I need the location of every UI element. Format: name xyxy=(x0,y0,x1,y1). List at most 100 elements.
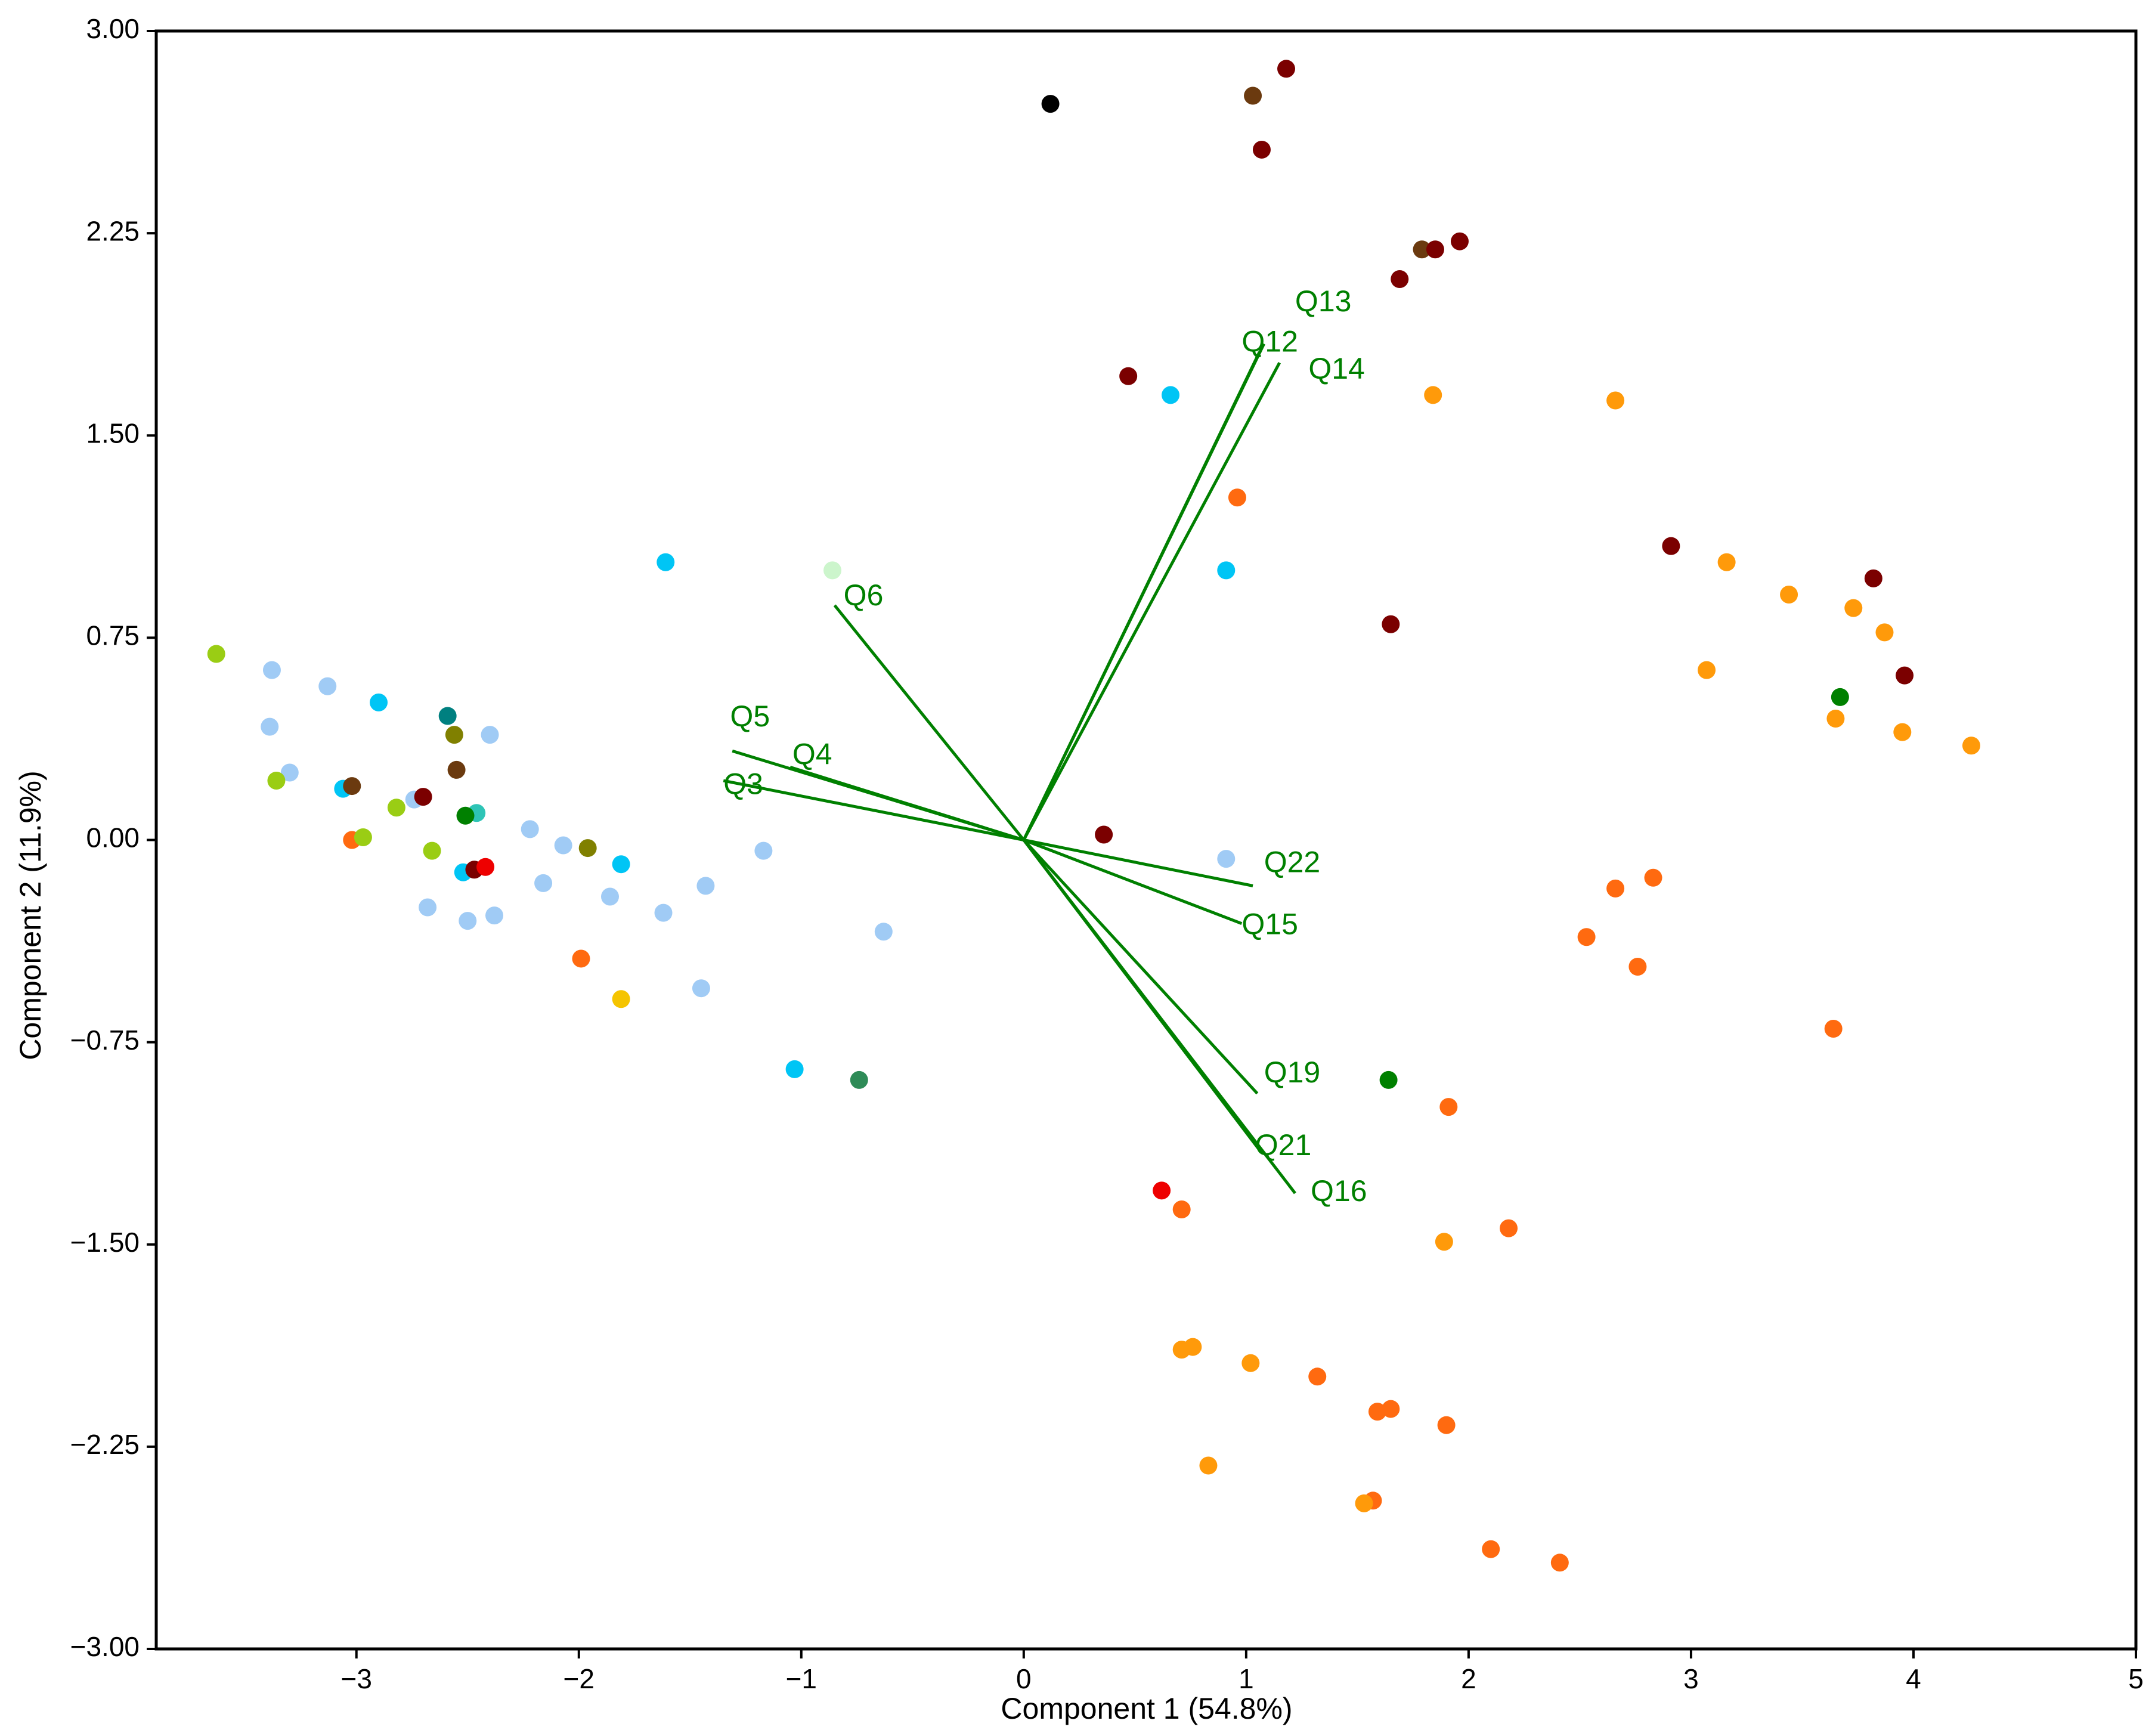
scatter-point xyxy=(1482,1540,1500,1558)
scatter-point xyxy=(554,836,572,855)
y-tick-label: 0.00 xyxy=(86,822,140,853)
scatter-point xyxy=(1644,868,1662,887)
scatter-point xyxy=(1119,367,1138,385)
scatter-point xyxy=(1606,879,1625,898)
x-tick-label: −1 xyxy=(786,1663,817,1694)
scatter-point xyxy=(600,887,619,906)
y-tick-label: −2.25 xyxy=(70,1429,140,1460)
scatter-point xyxy=(1875,623,1894,642)
scatter-point xyxy=(696,877,715,895)
scatter-point xyxy=(534,874,553,892)
y-tick-label: 3.00 xyxy=(86,13,140,44)
scatter-point xyxy=(1308,1367,1327,1386)
loading-vector-q12 xyxy=(1022,351,1261,841)
scatter-point xyxy=(1277,60,1296,78)
y-tick-label: −1.50 xyxy=(70,1227,140,1258)
loading-vector-q4 xyxy=(789,766,1024,841)
scatter-point xyxy=(692,979,710,998)
scatter-point xyxy=(481,726,499,744)
scatter-point xyxy=(823,561,842,580)
x-tick-label: 5 xyxy=(2128,1663,2144,1694)
loading-label-q15: Q15 xyxy=(1241,907,1298,940)
scatter-point xyxy=(1780,586,1798,604)
scatter-point xyxy=(343,777,361,796)
scatter-point xyxy=(447,760,466,779)
scatter-point xyxy=(1184,1338,1202,1356)
scatter-point xyxy=(485,906,504,925)
scatter-point xyxy=(1824,1020,1843,1038)
scatter-point xyxy=(262,661,281,679)
loadings-layer: Q13 Q12 Q14 Q6 Q5 Q4 Q3 Q22 Q15 Q19 Q21 Q16 xyxy=(723,284,1367,1208)
loading-label-q16: Q16 xyxy=(1311,1174,1367,1208)
loading-label-q12: Q12 xyxy=(1241,325,1298,358)
loading-label-q19: Q19 xyxy=(1264,1056,1321,1089)
loading-label-q21: Q21 xyxy=(1255,1128,1312,1162)
scatter-point xyxy=(1368,1403,1386,1421)
scatter-point xyxy=(318,677,337,695)
scatter-point xyxy=(1382,1400,1400,1418)
points-layer xyxy=(207,60,1980,1572)
loading-vector-q14 xyxy=(1022,361,1281,841)
scatter-point xyxy=(1424,386,1442,404)
scatter-point xyxy=(1450,232,1469,250)
y-tick-label: 1.50 xyxy=(86,417,140,448)
loading-vector-q6 xyxy=(833,604,1025,841)
scatter-point xyxy=(1864,569,1882,587)
loading-vector-q3 xyxy=(723,779,1024,841)
scatter-point xyxy=(1095,825,1113,844)
x-tick-label: 0 xyxy=(1016,1663,1032,1694)
y-axis-title: Component 2 (11.9%) xyxy=(14,770,47,1060)
loading-label-q4: Q4 xyxy=(792,738,832,771)
loading-label-q13: Q13 xyxy=(1295,284,1352,318)
loading-vector-q22 xyxy=(1023,838,1253,887)
scatter-point xyxy=(1698,661,1716,679)
loading-vector-q16 xyxy=(1022,838,1296,1195)
scatter-point xyxy=(654,903,673,922)
loading-label-q14: Q14 xyxy=(1308,352,1365,385)
scatter-point xyxy=(1437,1416,1456,1434)
scatter-point xyxy=(354,828,372,846)
scatter-point xyxy=(1162,386,1180,404)
x-tick-label: 4 xyxy=(1906,1663,1921,1694)
scatter-point xyxy=(1439,1098,1458,1116)
scatter-point xyxy=(1244,86,1262,105)
scatter-point xyxy=(1355,1494,1373,1512)
scatter-point xyxy=(785,1060,804,1078)
y-axis-ticks: 3.00 2.25 1.50 0.75 0.00 −0.75 −1.50 −2.25 −3.00 xyxy=(70,13,156,1662)
scatter-point xyxy=(207,645,225,663)
x-axis-ticks: −3 −2 −1 0 1 2 3 4 5 xyxy=(341,1649,2144,1694)
scatter-point xyxy=(1662,537,1680,555)
y-tick-label: −0.75 xyxy=(70,1025,140,1056)
scatter-point xyxy=(370,693,388,711)
scatter-point xyxy=(1628,958,1647,976)
scatter-point xyxy=(1550,1554,1569,1572)
scatter-point xyxy=(1962,737,1980,755)
scatter-point xyxy=(423,841,441,860)
scatter-point xyxy=(1606,391,1625,410)
loading-label-q22: Q22 xyxy=(1264,845,1321,878)
x-tick-label: −2 xyxy=(563,1663,595,1694)
scatter-point xyxy=(267,772,286,790)
scatter-point xyxy=(850,1070,868,1089)
scatter-point xyxy=(414,788,432,806)
loading-vector-q15 xyxy=(1023,838,1243,926)
scatter-point xyxy=(754,841,773,860)
scatter-point xyxy=(612,990,630,1008)
loading-label-q6: Q6 xyxy=(844,578,884,612)
scatter-point xyxy=(1172,1200,1191,1218)
loading-vector-q19 xyxy=(1022,838,1259,1095)
scatter-point xyxy=(1382,615,1400,633)
scatter-point xyxy=(280,763,299,782)
x-tick-label: 3 xyxy=(1683,1663,1699,1694)
scatter-point xyxy=(476,858,495,876)
x-tick-label: −3 xyxy=(341,1663,372,1694)
scatter-point xyxy=(1826,710,1845,728)
scatter-point xyxy=(1228,488,1246,507)
y-tick-label: 0.75 xyxy=(86,620,140,651)
scatter-point xyxy=(1844,599,1863,617)
x-tick-label: 1 xyxy=(1238,1663,1254,1694)
x-axis-title: Component 1 (54.8%) xyxy=(1001,1692,1292,1725)
scatter-point xyxy=(578,839,597,858)
